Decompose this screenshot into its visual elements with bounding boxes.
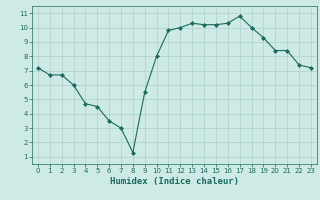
X-axis label: Humidex (Indice chaleur): Humidex (Indice chaleur) bbox=[110, 177, 239, 186]
